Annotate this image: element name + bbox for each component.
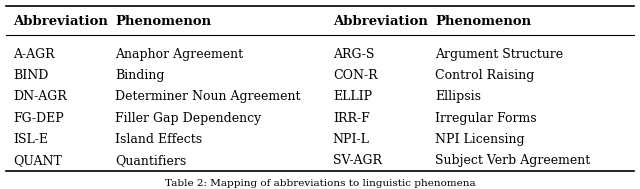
Text: Abbreviation: Abbreviation (333, 15, 428, 28)
Text: BIND: BIND (13, 69, 48, 82)
Text: QUANT: QUANT (13, 154, 61, 167)
Text: IRR-F: IRR-F (333, 112, 369, 125)
Text: ARG-S: ARG-S (333, 48, 374, 61)
Text: A-AGR: A-AGR (13, 48, 54, 61)
Text: Anaphor Agreement: Anaphor Agreement (115, 48, 243, 61)
Text: Phenomenon: Phenomenon (435, 15, 531, 28)
Text: Phenomenon: Phenomenon (115, 15, 211, 28)
Text: DN-AGR: DN-AGR (13, 90, 67, 103)
Text: Table 2: Mapping of abbreviations to linguistic phenomena: Table 2: Mapping of abbreviations to lin… (164, 179, 476, 188)
Text: Quantifiers: Quantifiers (115, 154, 186, 167)
Text: Island Effects: Island Effects (115, 133, 202, 146)
Text: FG-DEP: FG-DEP (13, 112, 63, 125)
Text: Control Raising: Control Raising (435, 69, 534, 82)
Text: SV-AGR: SV-AGR (333, 154, 382, 167)
Text: ELLIP: ELLIP (333, 90, 372, 103)
Text: NPI-L: NPI-L (333, 133, 370, 146)
Text: Abbreviation: Abbreviation (13, 15, 108, 28)
Text: Filler Gap Dependency: Filler Gap Dependency (115, 112, 262, 125)
Text: Irregular Forms: Irregular Forms (435, 112, 537, 125)
Text: Ellipsis: Ellipsis (435, 90, 481, 103)
Text: Subject Verb Agreement: Subject Verb Agreement (435, 154, 591, 167)
Text: Binding: Binding (115, 69, 164, 82)
Text: Argument Structure: Argument Structure (435, 48, 563, 61)
Text: Determiner Noun Agreement: Determiner Noun Agreement (115, 90, 301, 103)
Text: NPI Licensing: NPI Licensing (435, 133, 525, 146)
Text: CON-R: CON-R (333, 69, 378, 82)
Text: ISL-E: ISL-E (13, 133, 48, 146)
